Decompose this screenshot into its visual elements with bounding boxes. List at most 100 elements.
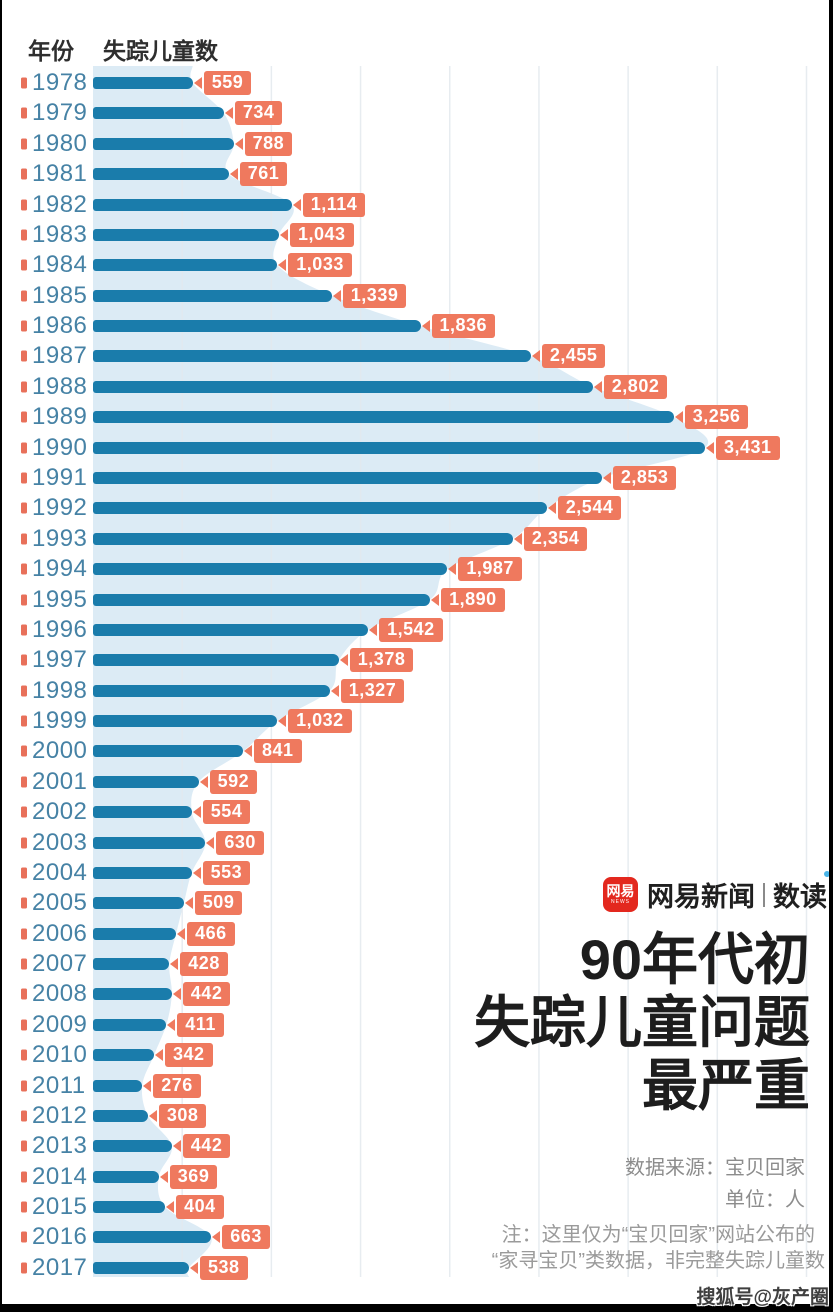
value-tag: 1,043 bbox=[280, 222, 354, 247]
year-label: 2015 bbox=[32, 1193, 88, 1221]
value-label: 2,802 bbox=[603, 374, 668, 399]
value-tag: 788 bbox=[234, 131, 293, 156]
value-bar bbox=[93, 684, 330, 697]
tag-arrow-icon bbox=[229, 168, 238, 181]
value-bar bbox=[93, 1018, 167, 1031]
year-label: 1980 bbox=[32, 129, 88, 157]
chart-row: 2017 538 bbox=[2, 1253, 829, 1283]
value-bar bbox=[93, 623, 369, 636]
year-label: 1997 bbox=[32, 646, 88, 674]
tag-arrow-icon bbox=[674, 411, 683, 424]
value-bar bbox=[93, 228, 279, 241]
value-bar bbox=[93, 958, 170, 970]
year-label: 1994 bbox=[32, 555, 88, 583]
value-tag: 442 bbox=[172, 1134, 231, 1159]
value-bar bbox=[93, 1140, 172, 1153]
year-label: 1998 bbox=[32, 676, 88, 704]
value-bar bbox=[93, 593, 431, 606]
value-label: 2,853 bbox=[612, 465, 677, 490]
year-label: 1979 bbox=[32, 99, 88, 127]
tag-arrow-icon bbox=[166, 1201, 175, 1214]
chart-row: 1996 1,542 bbox=[2, 615, 829, 645]
chart-row: 2004 553 bbox=[2, 858, 829, 888]
value-tag: 404 bbox=[166, 1195, 224, 1220]
year-tick-icon bbox=[21, 472, 27, 484]
value-tag: 2,544 bbox=[547, 496, 622, 521]
tag-arrow-icon bbox=[431, 593, 440, 606]
tag-arrow-icon bbox=[224, 107, 233, 120]
chart-row: 1993 2,354 bbox=[2, 524, 829, 554]
year-label: 1981 bbox=[32, 160, 88, 188]
year-tick-icon bbox=[21, 533, 27, 545]
chart-row: 1998 1,327 bbox=[2, 676, 829, 706]
title-line-3: 最严重 bbox=[642, 1054, 810, 1117]
value-label: 630 bbox=[216, 830, 264, 855]
value-bar bbox=[93, 1079, 143, 1092]
main-title: 90年代初 失踪儿童问题 最严重 bbox=[474, 928, 810, 1117]
year-tick-icon bbox=[21, 867, 27, 879]
value-tag: 466 bbox=[177, 921, 235, 946]
year-tick-icon bbox=[21, 411, 27, 423]
value-bar bbox=[93, 289, 332, 302]
value-label: 553 bbox=[202, 860, 251, 885]
netease-logo-icon: 网易 NEWS bbox=[603, 877, 638, 912]
tag-arrow-icon bbox=[292, 198, 301, 211]
chart-row: 1984 1,033 bbox=[2, 250, 829, 280]
chart-row: 2003 630 bbox=[2, 828, 829, 858]
year-label: 2017 bbox=[32, 1253, 88, 1281]
year-tick-icon bbox=[21, 1110, 27, 1122]
value-bar bbox=[93, 198, 292, 211]
tag-arrow-icon bbox=[212, 1231, 221, 1244]
brand-block: 网易 NEWS 网易新闻 数读 bbox=[603, 871, 829, 914]
year-label: 1991 bbox=[32, 463, 88, 491]
year-tick-icon bbox=[21, 320, 27, 332]
year-tick-icon bbox=[21, 988, 27, 1000]
value-bar bbox=[93, 441, 705, 454]
tag-arrow-icon bbox=[199, 775, 208, 788]
year-tick-icon bbox=[21, 1262, 27, 1274]
year-label: 2003 bbox=[32, 828, 88, 856]
tag-arrow-icon bbox=[170, 958, 179, 970]
value-tag: 841 bbox=[244, 739, 302, 764]
tag-arrow-icon bbox=[421, 320, 430, 332]
year-label: 1989 bbox=[32, 403, 88, 431]
value-label: 1,987 bbox=[458, 557, 522, 582]
title-line-1: 90年代初 bbox=[579, 928, 810, 991]
value-bar bbox=[93, 1170, 159, 1183]
tag-arrow-icon bbox=[184, 897, 193, 910]
value-tag: 411 bbox=[167, 1012, 224, 1037]
tag-arrow-icon bbox=[192, 866, 201, 879]
year-tick-icon bbox=[21, 77, 27, 89]
tag-arrow-icon bbox=[332, 289, 341, 302]
value-bar bbox=[93, 897, 184, 910]
tag-arrow-icon bbox=[244, 745, 252, 758]
brand-divider bbox=[763, 882, 765, 907]
footnote: 注：这里仅为“宝贝回家”网站公布的 “家寻宝贝”类数据，非完整失踪儿童数 bbox=[492, 1222, 825, 1274]
chart-row: 1985 1,339 bbox=[2, 281, 829, 311]
value-bar bbox=[93, 563, 448, 576]
value-bar bbox=[93, 380, 593, 393]
value-tag: 2,354 bbox=[513, 526, 588, 551]
value-label: 559 bbox=[203, 71, 252, 95]
value-tag: 1,033 bbox=[278, 253, 352, 278]
year-tick-icon bbox=[21, 745, 27, 757]
value-bar bbox=[93, 988, 172, 1001]
value-label: 538 bbox=[200, 1255, 248, 1280]
value-tag: 734 bbox=[224, 101, 283, 126]
tag-arrow-icon bbox=[148, 1109, 157, 1122]
value-label: 663 bbox=[222, 1225, 270, 1250]
chart-row: 1991 2,853 bbox=[2, 463, 829, 493]
year-label: 1986 bbox=[32, 312, 88, 339]
value-label: 369 bbox=[169, 1164, 218, 1189]
value-tag: 554 bbox=[192, 800, 251, 825]
tag-arrow-icon bbox=[369, 623, 378, 636]
value-tag: 630 bbox=[206, 830, 264, 855]
year-label: 1984 bbox=[32, 251, 88, 279]
value-bar bbox=[93, 107, 224, 120]
year-tick-icon bbox=[21, 1201, 27, 1213]
value-bar bbox=[93, 168, 229, 181]
value-bar bbox=[93, 502, 547, 515]
year-tick-icon bbox=[21, 715, 27, 727]
value-tag: 3,431 bbox=[706, 435, 780, 460]
